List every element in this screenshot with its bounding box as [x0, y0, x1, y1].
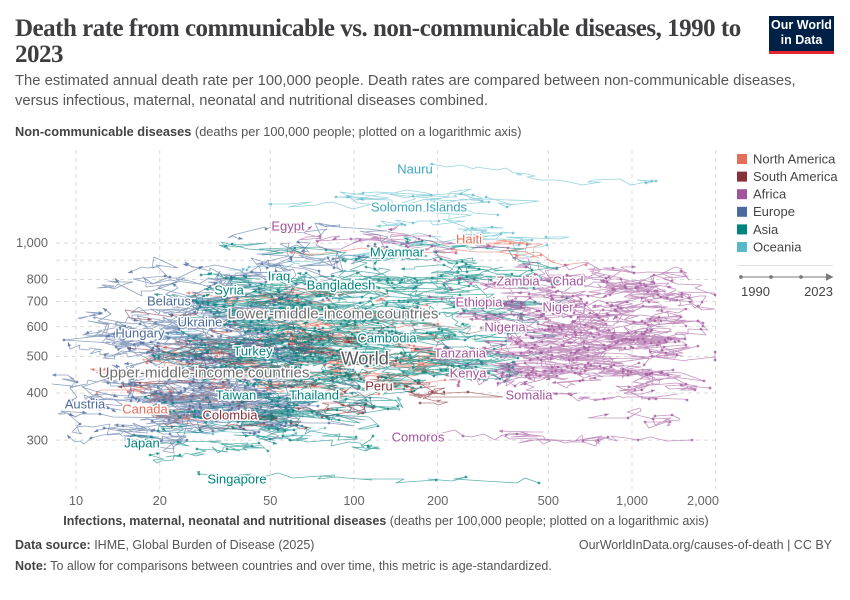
svg-text:Taiwan: Taiwan	[216, 388, 256, 403]
svg-text:Japan: Japan	[124, 436, 159, 451]
svg-text:Syria: Syria	[214, 283, 244, 298]
svg-text:2,000: 2,000	[687, 493, 719, 508]
svg-text:Oceania: Oceania	[753, 239, 802, 254]
svg-text:Peru: Peru	[365, 379, 392, 394]
svg-text:Kenya: Kenya	[450, 366, 488, 381]
svg-text:50: 50	[263, 493, 277, 508]
svg-text:Hungary: Hungary	[115, 326, 165, 341]
svg-text:South America: South America	[753, 169, 838, 184]
svg-text:300: 300	[27, 432, 48, 447]
svg-text:Solomon Islands: Solomon Islands	[371, 200, 468, 215]
svg-text:Egypt: Egypt	[271, 219, 305, 234]
svg-text:Canada: Canada	[122, 402, 168, 417]
svg-text:Ukraine: Ukraine	[178, 315, 223, 330]
svg-text:Upper-middle-income countries: Upper-middle-income countries	[98, 364, 309, 381]
svg-text:Bangladesh: Bangladesh	[307, 278, 376, 293]
svg-text:600: 600	[27, 319, 48, 334]
svg-text:1990: 1990	[741, 284, 770, 299]
svg-text:10: 10	[69, 493, 83, 508]
svg-text:200: 200	[427, 493, 448, 508]
svg-text:North America: North America	[753, 151, 836, 166]
svg-text:Lower-middle-income countries: Lower-middle-income countries	[227, 305, 438, 322]
svg-text:Turkey: Turkey	[233, 344, 273, 359]
svg-text:100: 100	[343, 493, 364, 508]
svg-text:Iraq: Iraq	[268, 269, 290, 284]
svg-text:500: 500	[27, 349, 48, 364]
svg-text:Comoros: Comoros	[392, 430, 445, 445]
svg-text:Niger: Niger	[542, 300, 574, 315]
svg-text:Tanzania: Tanzania	[434, 346, 487, 361]
svg-text:Austria: Austria	[65, 397, 106, 412]
svg-text:Europe: Europe	[753, 204, 795, 219]
svg-text:700: 700	[27, 294, 48, 309]
svg-text:Haiti: Haiti	[456, 232, 482, 247]
svg-text:Nigeria: Nigeria	[484, 320, 526, 335]
svg-text:1,000: 1,000	[16, 235, 48, 250]
svg-text:Asia: Asia	[753, 222, 779, 237]
svg-text:World: World	[341, 348, 389, 369]
svg-text:Africa: Africa	[753, 187, 787, 202]
svg-text:Zambia: Zambia	[496, 274, 540, 289]
svg-text:Ethiopia: Ethiopia	[456, 295, 504, 310]
svg-text:Cambodia: Cambodia	[357, 331, 417, 346]
svg-text:1,000: 1,000	[616, 493, 648, 508]
svg-text:Thailand: Thailand	[289, 388, 339, 403]
svg-text:800: 800	[27, 272, 48, 287]
svg-text:500: 500	[538, 493, 559, 508]
svg-text:Myanmar: Myanmar	[370, 245, 425, 260]
svg-text:Singapore: Singapore	[207, 472, 266, 487]
svg-text:20: 20	[153, 493, 167, 508]
svg-text:Nauru: Nauru	[397, 162, 432, 177]
svg-text:2023: 2023	[804, 284, 833, 299]
svg-text:Chad: Chad	[552, 274, 583, 289]
svg-text:Belarus: Belarus	[147, 294, 192, 309]
svg-text:Colombia: Colombia	[203, 408, 259, 423]
svg-text:Somalia: Somalia	[506, 388, 554, 403]
svg-text:400: 400	[27, 385, 48, 400]
